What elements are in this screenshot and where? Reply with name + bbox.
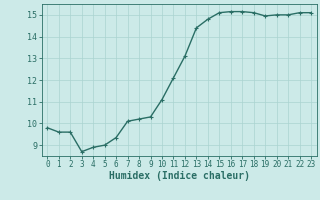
X-axis label: Humidex (Indice chaleur): Humidex (Indice chaleur) [109, 171, 250, 181]
